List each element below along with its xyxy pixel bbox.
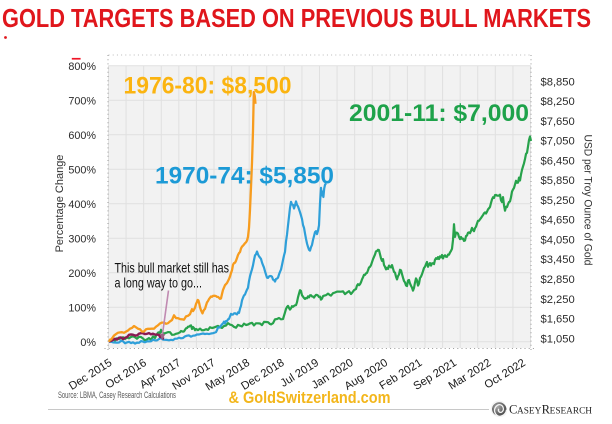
svg-text:400%: 400% xyxy=(68,199,96,211)
svg-text:$4,650: $4,650 xyxy=(541,215,575,227)
svg-text:$1,050: $1,050 xyxy=(541,333,575,345)
svg-text:700%: 700% xyxy=(68,95,96,107)
svg-text:$7,650: $7,650 xyxy=(541,116,575,128)
svg-text:$2,850: $2,850 xyxy=(541,274,575,286)
svg-text:$5,250: $5,250 xyxy=(541,195,575,207)
svg-text:$8,850: $8,850 xyxy=(541,76,575,88)
svg-text:$2,250: $2,250 xyxy=(541,294,575,306)
svg-text:Percentage Change: Percentage Change xyxy=(54,155,66,253)
svg-text:$5,850: $5,850 xyxy=(541,175,575,187)
svg-text:$6,450: $6,450 xyxy=(541,155,575,167)
svg-text:$3,450: $3,450 xyxy=(541,254,575,266)
svg-text:200%: 200% xyxy=(68,268,96,280)
svg-text:600%: 600% xyxy=(68,130,96,142)
svg-text:$8,250: $8,250 xyxy=(541,96,575,108)
svg-text:0%: 0% xyxy=(80,337,96,349)
svg-text:2001-11: $7,000: 2001-11: $7,000 xyxy=(349,100,529,127)
svg-text:& GoldSwitzerland.com: & GoldSwitzerland.com xyxy=(229,389,391,407)
svg-text:$4,050: $4,050 xyxy=(541,235,575,247)
svg-text:GOLD TARGETS BASED ON PREVIOUS: GOLD TARGETS BASED ON PREVIOUS BULL MARK… xyxy=(2,3,591,33)
svg-text:500%: 500% xyxy=(68,164,96,176)
svg-text:800%: 800% xyxy=(68,61,96,73)
svg-text:This bull market still has: This bull market still has xyxy=(115,260,230,276)
svg-text:USD per Troy Ounce of Gold: USD per Troy Ounce of Gold xyxy=(582,135,594,266)
svg-text:1970-74: $5,850: 1970-74: $5,850 xyxy=(155,163,334,190)
svg-text:$1,650: $1,650 xyxy=(541,314,575,326)
svg-text:Source: LBMA, Casey Research C: Source: LBMA, Casey Research Calculation… xyxy=(58,390,176,401)
svg-text:$7,050: $7,050 xyxy=(541,136,575,148)
svg-text:1976-80: $8,500: 1976-80: $8,500 xyxy=(124,73,292,100)
svg-text:a long way to go...: a long way to go... xyxy=(115,275,203,291)
svg-text:300%: 300% xyxy=(68,233,96,245)
svg-text:100%: 100% xyxy=(68,302,96,314)
svg-text:CASEYRESEARCH: CASEYRESEARCH xyxy=(509,403,592,417)
